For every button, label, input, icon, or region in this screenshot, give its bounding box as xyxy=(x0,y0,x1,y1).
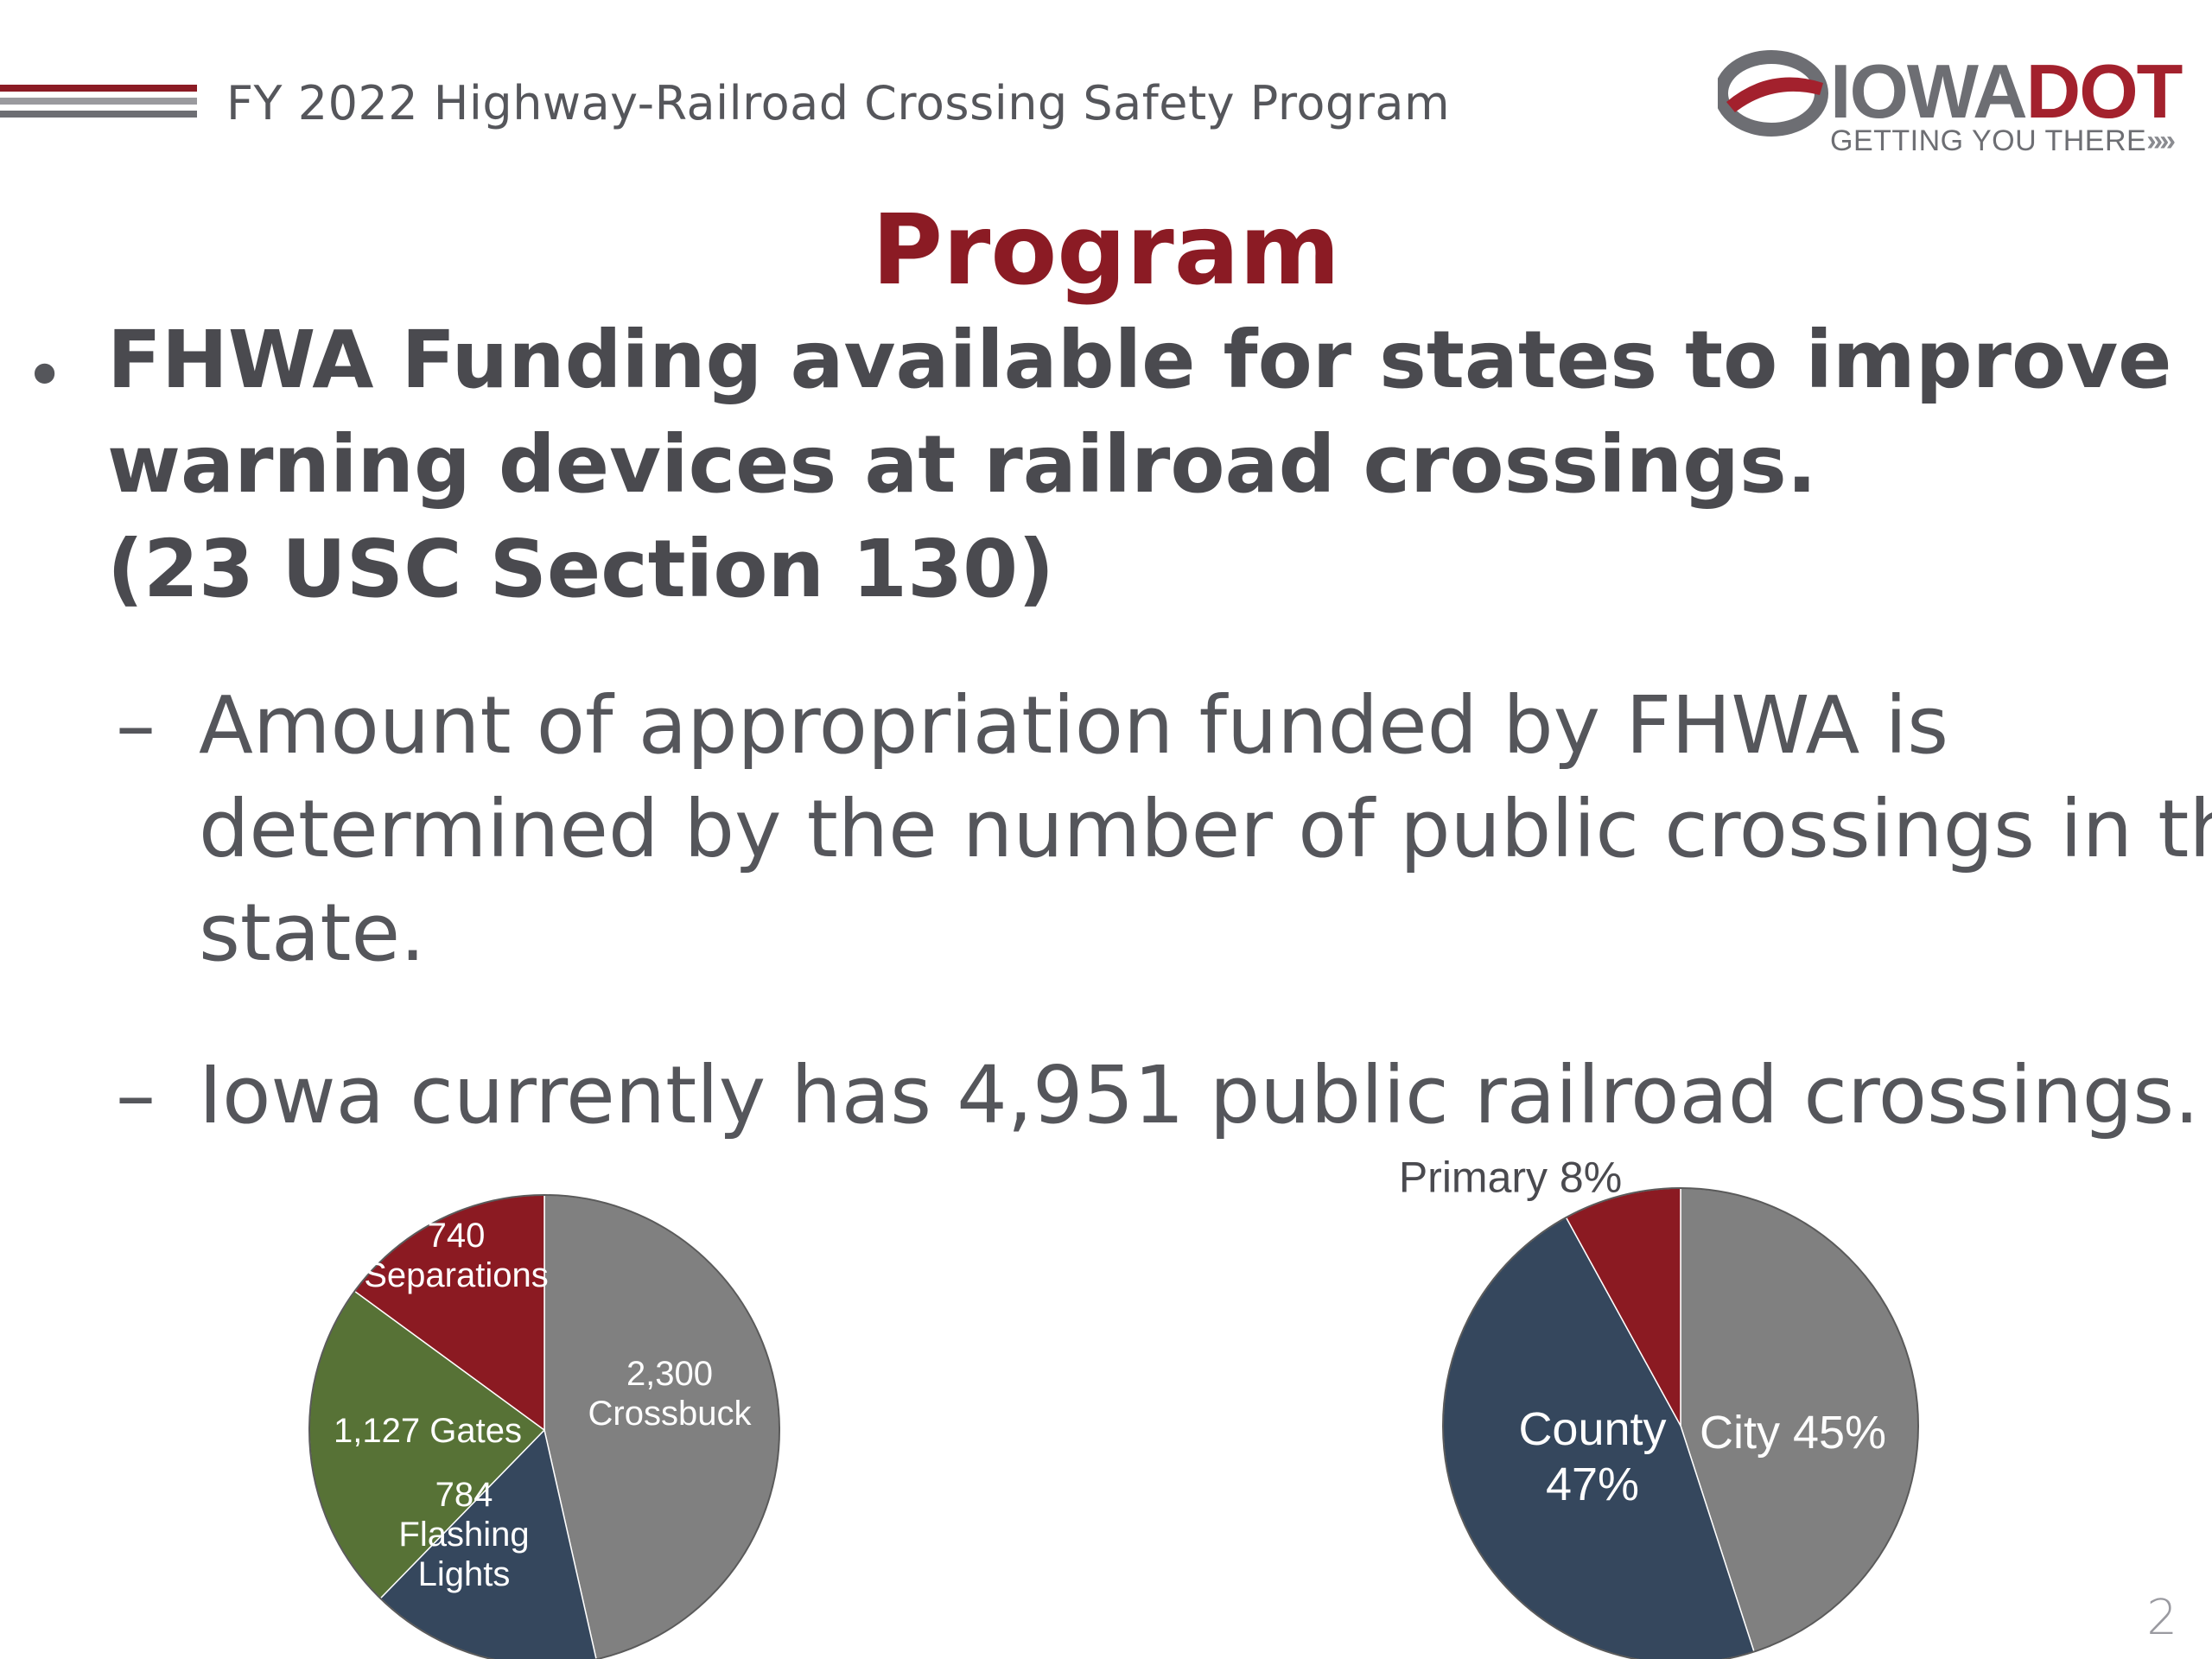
logo-wordmark: IOWADOT xyxy=(1830,54,2183,130)
logo-tagline-text: GETTING YOU THERE xyxy=(1830,124,2147,157)
sub-bullet-line: Amount of appropriation funded by FHWA i… xyxy=(199,679,1949,772)
pie-outline xyxy=(308,1194,780,1659)
page-number: 2 xyxy=(2146,1590,2177,1646)
slice-label: County 47% xyxy=(1518,1403,1666,1510)
pie-outline xyxy=(1442,1187,1919,1659)
main-bullet: FHWA Funding available for states to imp… xyxy=(107,308,2172,621)
bullet-icon: • xyxy=(24,335,66,416)
sub-bullet-line: state. xyxy=(199,887,426,979)
slice-label: 740 Separations xyxy=(364,1217,548,1294)
pie-slices xyxy=(308,1194,780,1659)
logo-swoosh-icon xyxy=(1718,50,1828,137)
header-line-dark-gray xyxy=(0,111,197,118)
sub-bullet-line: determined by the number of public cross… xyxy=(199,783,2212,875)
slice-label: 1,127 Gates xyxy=(334,1412,522,1450)
sub-bullet-text: Amount of appropriation funded by FHWA i… xyxy=(199,674,2212,985)
header-decorative-lines xyxy=(0,85,197,124)
sub-bullet-text: Iowa currently has 4,951 public railroad… xyxy=(199,1044,2199,1147)
pie-slices xyxy=(1442,1187,1919,1659)
logo-word-iowa: IOWA xyxy=(1830,48,2028,134)
main-bullet-line: warning devices at railroad crossings. xyxy=(107,418,1817,511)
slice-label: 2,300 Crossbuck xyxy=(588,1355,753,1433)
header-title: FY 2022 Highway-Railroad Crossing Safety… xyxy=(226,76,1451,130)
chevrons-icon: »» xyxy=(2146,124,2176,157)
slice-label: City 45% xyxy=(1700,1407,1886,1459)
header-line-gray xyxy=(0,98,197,105)
iowa-dot-logo: IOWADOT GETTING YOU THERE»» xyxy=(1718,45,2184,166)
dash-icon: – xyxy=(116,679,156,772)
slide-title: Program xyxy=(872,194,1340,307)
main-bullet-line: (23 USC Section 130) xyxy=(107,523,1055,615)
logo-tagline: GETTING YOU THERE»» xyxy=(1830,124,2176,158)
dash-icon: – xyxy=(116,1049,156,1141)
slice-label: 784 Flashing Lights xyxy=(398,1476,529,1593)
sub-bullet-line: Iowa currently has 4,951 public railroad… xyxy=(199,1049,2200,1141)
main-bullet-line: FHWA Funding available for states to imp… xyxy=(107,314,2172,406)
header-line-red xyxy=(0,85,197,92)
slice-label: Primary 8% xyxy=(1399,1154,1622,1202)
logo-word-dot: DOT xyxy=(2025,48,2183,134)
